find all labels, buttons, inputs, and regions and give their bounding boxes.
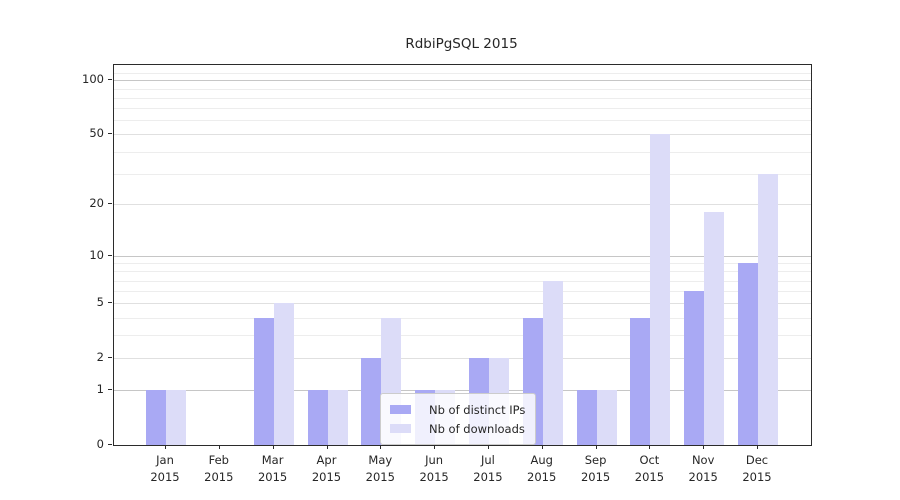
y-tick-mark [108,389,112,391]
x-tick-label: Dec 2015 [742,453,772,484]
bar-distinct-ips [576,390,597,445]
y-tick-label: 50 [89,126,104,141]
legend-swatch-distinct-ips [390,405,411,414]
x-tick-mark [434,445,436,449]
gridline-major [114,80,811,82]
y-tick-label: 2 [96,350,104,365]
y-tick-mark [108,357,112,359]
bar-downloads [542,280,563,445]
y-tick-label: 0 [96,437,104,451]
bar-downloads [650,134,671,445]
y-tick-label: 5 [96,295,104,310]
x-tick-mark [703,445,705,449]
gridline-minor [114,280,811,282]
gridline-minor [114,151,811,153]
bar-distinct-ips [684,291,705,445]
y-tick-mark [108,133,112,135]
bar-downloads [596,390,617,445]
gridline-major [114,390,811,392]
y-tick-label: 10 [89,247,104,262]
gridline-major [114,255,811,257]
bar-distinct-ips [146,390,166,445]
x-tick-label: Jun 2015 [419,453,449,484]
y-tick-label: 20 [89,196,104,211]
x-tick-label: Aug 2015 [527,453,557,484]
bar-distinct-ips [253,317,274,445]
x-tick-label: Oct 2015 [634,453,665,484]
bar-distinct-ips [630,317,651,445]
x-tick-label: Feb 2015 [204,453,234,484]
gridline-major [114,134,811,136]
gridline-minor [114,97,811,99]
gridline-major [114,303,811,305]
x-tick-mark [649,445,651,449]
x-tick-label: May 2015 [365,453,395,484]
bar-downloads [327,390,348,445]
x-tick-label: Jul 2015 [473,453,503,484]
bar-distinct-ips [307,390,328,445]
bar-distinct-ips [738,263,758,445]
x-tick-mark [218,445,220,449]
chart-title: RdbiPgSQL 2015 [405,36,518,52]
x-tick-label: Mar 2015 [257,453,288,484]
y-tick-mark [108,203,112,205]
x-tick-mark [595,445,597,449]
bar-distinct-ips [361,358,382,445]
x-tick-label: Sep 2015 [580,453,611,484]
bar-downloads [273,303,294,445]
y-tick-label: 100 [82,72,104,87]
gridline-minor [114,108,811,110]
x-tick-mark [541,445,543,449]
x-tick-mark [487,445,489,449]
y-tick-mark [108,254,112,256]
legend-label-distinct-ips: Nb of distinct IPs [429,402,526,417]
bar-downloads [166,390,186,445]
legend-item-downloads: Nb of downloads [390,419,525,438]
x-tick-mark [165,445,166,449]
bar-downloads [704,212,725,445]
legend-item-distinct-ips: Nb of distinct IPs [390,400,525,419]
gridline-minor [114,173,811,175]
gridline-minor [114,72,811,74]
x-tick-mark [757,445,758,449]
gridline-major [114,358,811,360]
y-tick-mark [108,302,112,304]
gridline-minor [114,88,811,90]
gridline-major [114,204,811,206]
gridline-minor [114,317,811,319]
x-tick-label: Nov 2015 [688,453,718,484]
y-tick-mark [108,79,112,81]
legend-label-downloads: Nb of downloads [429,421,525,436]
chart-legend: Nb of distinct IPs Nb of downloads [380,393,537,445]
x-tick-mark [326,445,328,449]
x-tick-mark [272,445,274,449]
x-tick-label: Jan 2015 [150,453,180,484]
legend-swatch-downloads [390,424,411,433]
gridline-minor [114,120,811,122]
gridline-minor [114,271,811,273]
y-tick-label: 1 [96,382,104,397]
plot-area: Nb of distinct IPs Nb of downloads [113,64,812,446]
gridline-minor [114,291,811,293]
bar-downloads [758,173,778,445]
y-tick-mark [108,444,112,445]
x-tick-mark [380,445,382,449]
gridline-minor [114,335,811,337]
x-tick-label: Apr 2015 [311,453,342,484]
gridline-minor [114,263,811,264]
